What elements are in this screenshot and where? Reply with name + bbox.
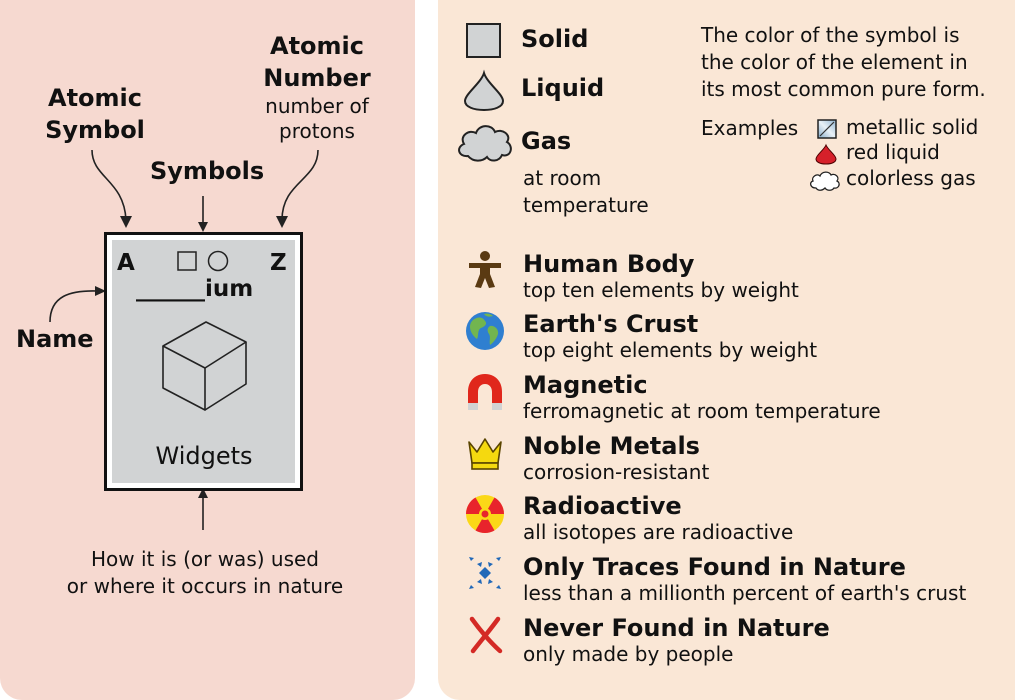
name-label: Name (16, 325, 94, 353)
example-metallic-solid: metallic solid (846, 115, 979, 139)
atomic-symbol-label: Atomic Symbol (45, 84, 145, 144)
element-card (104, 232, 303, 491)
uses-caption: How it is (or was) used or where it occu… (66, 547, 344, 598)
legend-title-earths-crust: Earth's Crust (523, 310, 699, 338)
card-element-name: ______ium (136, 276, 254, 302)
arrow-name (49, 290, 99, 323)
atomic-number-label: Atomic Number (263, 32, 371, 92)
symbols-label: Symbols (150, 157, 265, 185)
human-body-icon (469, 251, 501, 288)
colorless-gas-example-icon (809, 171, 840, 191)
gas-cloud-icon (458, 125, 512, 162)
legend-desc-never-found: only made by people (523, 642, 734, 666)
card-uses: Widgets (155, 442, 253, 470)
legend-desc-earths-crust: top eight elements by weight (523, 338, 818, 362)
legend-title-only-traces: Only Traces Found in Nature (523, 553, 906, 581)
color-note: The color of the symbol is the color of … (701, 23, 986, 101)
arrow-atomic-symbol (91, 149, 127, 221)
arrow-atomic-number (281, 149, 319, 221)
card-circle-icon (207, 250, 229, 272)
crown-icon (468, 438, 502, 470)
gas-label: Gas (521, 127, 572, 155)
example-red-liquid: red liquid (846, 140, 940, 164)
magnet-icon (468, 374, 502, 410)
card-state-symbols (177, 250, 229, 272)
solid-label: Solid (521, 25, 589, 53)
solid-square-icon (466, 23, 501, 58)
liquid-label: Liquid (521, 74, 605, 102)
x-mark-icon (469, 616, 503, 654)
legend-desc-noble-metals: corrosion-resistant (523, 460, 710, 484)
widget-cube-icon (162, 321, 247, 411)
legend-desc-magnetic: ferromagnetic at room temperature (523, 399, 881, 423)
examples-label: Examples (701, 116, 799, 140)
example-colorless-gas: colorless gas (846, 166, 976, 190)
legend-title-never-found: Never Found in Nature (523, 614, 830, 642)
red-liquid-example-icon (815, 143, 837, 165)
atomic-number-desc: number of protons (265, 94, 369, 143)
liquid-drop-icon (463, 69, 505, 112)
legend-title-radioactive: Radioactive (523, 492, 682, 520)
pointer-arrows (49, 149, 319, 530)
card-square-icon (177, 251, 197, 271)
legend-desc-human-body: top ten elements by weight (523, 278, 799, 302)
radioactive-icon (466, 495, 504, 533)
legend-desc-only-traces: less than a millionth percent of earth's… (523, 581, 967, 605)
earth-icon (466, 312, 504, 350)
card-atomic-number: Z (270, 250, 287, 276)
legend-desc-radioactive: all isotopes are radioactive (523, 520, 794, 544)
legend-panel (438, 0, 1015, 700)
traces-icon (469, 557, 501, 589)
card-atomic-symbol: A (117, 250, 135, 276)
room-temp-note: at room temperature (523, 166, 649, 217)
legend-title-magnetic: Magnetic (523, 371, 648, 399)
legend-title-human-body: Human Body (523, 250, 695, 278)
legend-title-noble-metals: Noble Metals (523, 432, 700, 460)
metallic-solid-example-icon (817, 119, 837, 139)
